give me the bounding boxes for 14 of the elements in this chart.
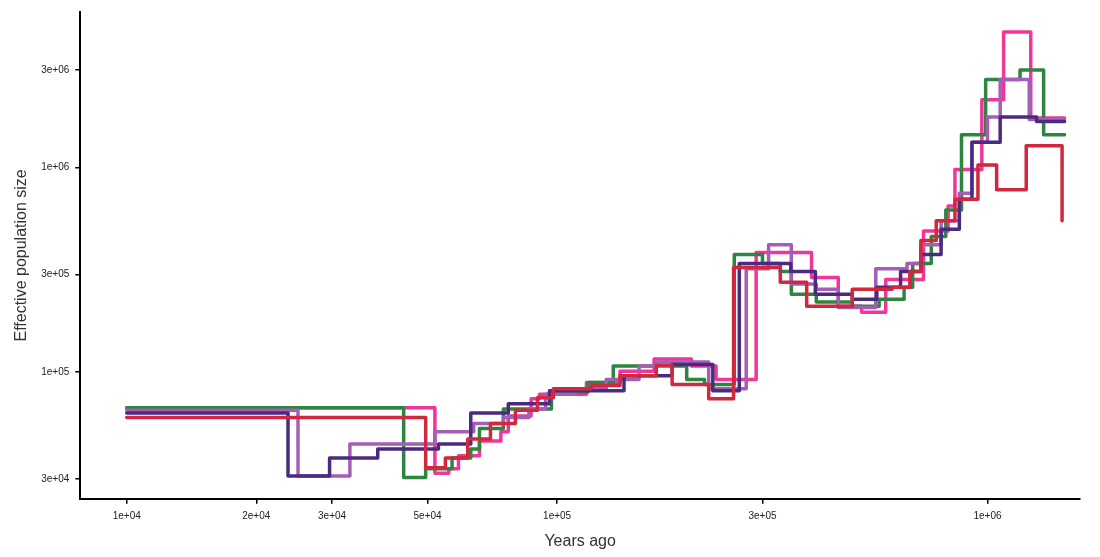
x-tick-label: 3e+04 (318, 509, 347, 521)
y-tick-label: 3e+04 (41, 472, 70, 484)
x-tick-label: 1e+06 (973, 509, 1003, 521)
x-tick-label: 3e+05 (748, 509, 777, 521)
x-tick-label: 1e+04 (112, 509, 142, 521)
y-tick-label: 3e+06 (41, 63, 70, 75)
y-tick-label: 1e+05 (41, 365, 70, 377)
x-tick-label: 5e+04 (413, 509, 443, 521)
y-axis-title: Effective population size (12, 169, 30, 342)
y-tick-label: 3e+05 (41, 268, 70, 280)
y-tick-label: 1e+06 (41, 161, 70, 173)
x-tick-label: 1e+05 (543, 509, 572, 521)
x-axis-title: Years ago (544, 531, 616, 549)
x-tick-label: 2e+04 (242, 509, 271, 521)
